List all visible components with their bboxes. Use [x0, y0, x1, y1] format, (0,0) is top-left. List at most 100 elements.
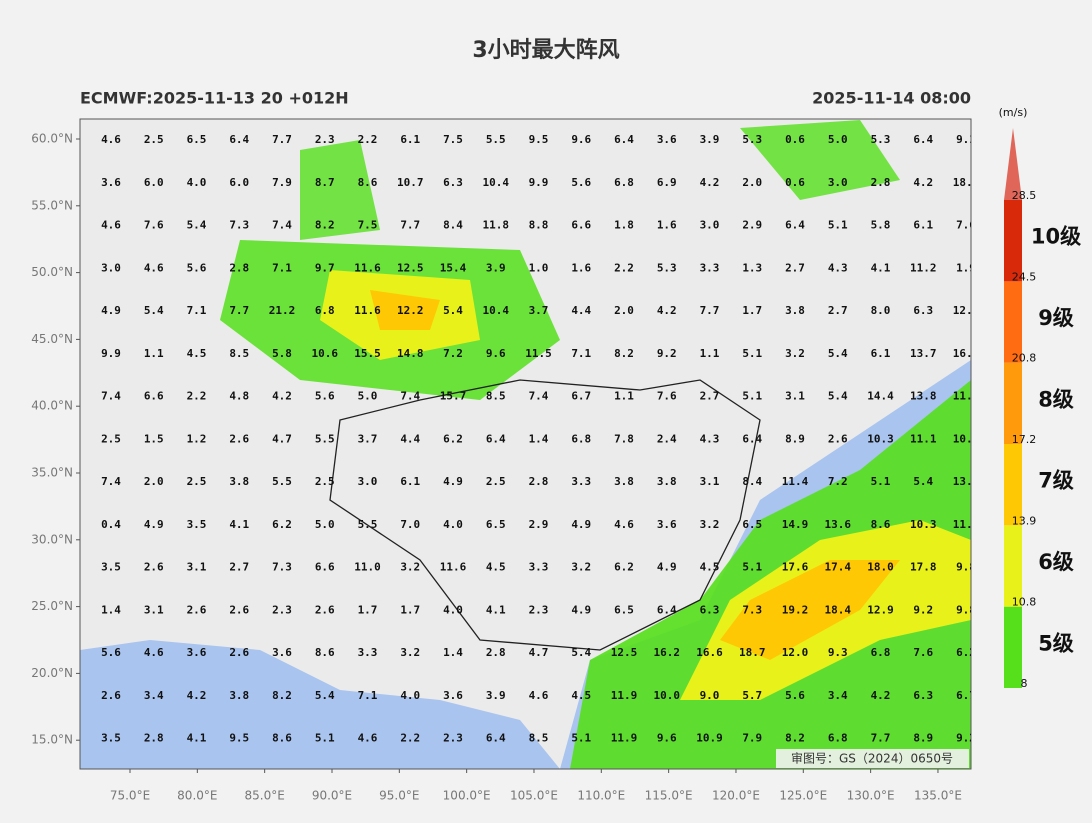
- grid-value: 16.0: [953, 347, 980, 360]
- grid-value: 10.3: [910, 518, 937, 531]
- grid-value: 2.8: [486, 646, 506, 659]
- grid-value: 10.6: [312, 347, 339, 360]
- grid-value: 9.5: [529, 133, 549, 146]
- grid-value: 2.8: [871, 176, 891, 189]
- grid-value: 3.6: [657, 133, 677, 146]
- grid-value: 5.1: [871, 475, 891, 488]
- grid-value: 5.6: [571, 176, 591, 189]
- grid-value: 10.8: [953, 432, 980, 445]
- grid-value: 2.5: [486, 475, 506, 488]
- grid-value: 4.7: [529, 646, 549, 659]
- grid-value: 4.6: [529, 689, 549, 702]
- grid-value: 6.0: [229, 176, 249, 189]
- grid-value: 5.6: [315, 390, 335, 403]
- grid-value: 4.6: [614, 518, 634, 531]
- lon-tick-label: 130.0°E: [847, 789, 895, 803]
- grid-value: 6.1: [871, 347, 891, 360]
- grid-value: 4.1: [229, 518, 249, 531]
- grid-value: 2.6: [229, 432, 249, 445]
- grid-value: 6.2: [443, 432, 463, 445]
- grid-value: 3.2: [400, 646, 420, 659]
- grid-value: 5.1: [828, 219, 848, 232]
- grid-value: 6.6: [144, 390, 164, 403]
- grid-value: 6.5: [187, 133, 207, 146]
- grid-value: 17.4: [825, 561, 852, 574]
- legend-swatch: [1004, 281, 1022, 363]
- grid-value: 4.0: [443, 603, 463, 616]
- legend-level: 8: [1021, 677, 1028, 690]
- grid-value: 7.7: [400, 219, 420, 232]
- lat-tick-label: 45.0°N: [31, 332, 73, 346]
- grid-value: 6.4: [486, 432, 506, 445]
- grid-value: 1.4: [529, 432, 549, 445]
- lat-tick-label: 55.0°N: [31, 198, 73, 212]
- grid-value: 17.6: [782, 561, 809, 574]
- grid-value: 5.3: [742, 133, 762, 146]
- legend-swatch: [1004, 525, 1022, 607]
- grid-value: 5.6: [101, 646, 121, 659]
- grid-value: 9.0: [700, 689, 720, 702]
- grid-value: 3.1: [785, 390, 805, 403]
- grid-value: 9.9: [529, 176, 549, 189]
- grid-value: 4.2: [700, 176, 720, 189]
- grid-value: 0.6: [785, 133, 805, 146]
- grid-value: 0.4: [101, 518, 121, 531]
- grid-value: 2.3: [529, 603, 549, 616]
- grid-value: 3.8: [229, 475, 249, 488]
- grid-value: 5.4: [315, 689, 335, 702]
- legend-level: 13.9: [1012, 514, 1037, 527]
- grid-value: 8.7: [315, 176, 335, 189]
- grid-value: 7.6: [657, 390, 677, 403]
- grid-value: 2.9: [742, 219, 762, 232]
- lon-tick-label: 110.0°E: [577, 789, 625, 803]
- grid-value: 3.2: [571, 561, 591, 574]
- grid-value: 2.7: [700, 390, 720, 403]
- grid-value: 3.8: [785, 304, 805, 317]
- grid-value: 17.8: [910, 561, 937, 574]
- grid-value: 2.9: [529, 518, 549, 531]
- grid-value: 2.8: [144, 732, 164, 745]
- grid-value: 6.8: [828, 732, 848, 745]
- grid-value: 9.3: [828, 646, 848, 659]
- wind-area: [300, 140, 380, 240]
- grid-value: 3.7: [529, 304, 549, 317]
- grid-value: 8.6: [358, 176, 378, 189]
- legend-level: 17.2: [1012, 433, 1037, 446]
- approval-number: 审图号：GS（2024）0650号: [791, 751, 953, 766]
- grid-value: 16.6: [696, 646, 723, 659]
- legend-level: 20.8: [1012, 352, 1037, 365]
- grid-value: 11.0: [354, 561, 381, 574]
- grid-value: 9.6: [657, 732, 677, 745]
- grid-value: 6.0: [144, 176, 164, 189]
- grid-value: 6.4: [657, 603, 677, 616]
- grid-value: 6.1: [400, 475, 420, 488]
- lon-tick-label: 120.0°E: [712, 789, 760, 803]
- grid-value: 3.6: [101, 176, 121, 189]
- grid-value: 5.1: [742, 347, 762, 360]
- grid-value: 7.2: [443, 347, 463, 360]
- grid-value: 5.0: [315, 518, 335, 531]
- grid-value: 2.7: [229, 561, 249, 574]
- grid-value: 16.2: [654, 646, 681, 659]
- grid-value: 8.5: [529, 732, 549, 745]
- grid-value: 3.5: [101, 732, 121, 745]
- grid-value: 11.6: [440, 561, 467, 574]
- grid-value: 9.5: [229, 732, 249, 745]
- grid-value: 2.0: [144, 475, 164, 488]
- grid-value: 1.4: [101, 603, 121, 616]
- grid-value: 2.3: [315, 133, 335, 146]
- grid-value: 2.5: [315, 475, 335, 488]
- lon-tick-label: 90.0°E: [312, 789, 352, 803]
- grid-value: 9.8: [956, 603, 976, 616]
- grid-value: 5.4: [571, 646, 591, 659]
- grid-value: 4.9: [571, 518, 591, 531]
- grid-value: 12.5: [611, 646, 638, 659]
- lat-tick-label: 50.0°N: [31, 265, 73, 279]
- grid-value: 10.7: [397, 176, 424, 189]
- grid-value: 5.5: [315, 432, 335, 445]
- grid-value: 4.2: [657, 304, 677, 317]
- grid-value: 6.3: [443, 176, 463, 189]
- grid-value: 11.6: [354, 261, 381, 274]
- grid-value: 5.4: [144, 304, 164, 317]
- lon-tick-label: 80.0°E: [177, 789, 217, 803]
